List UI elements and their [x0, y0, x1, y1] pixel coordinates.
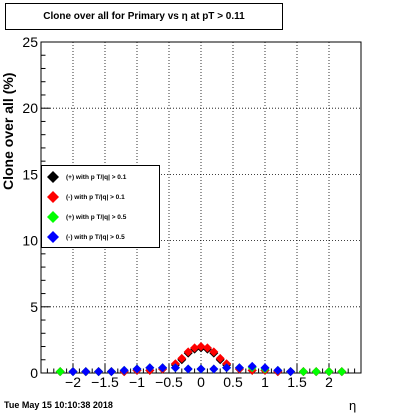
y-axis-label: Clone over all (%) [0, 72, 16, 190]
series-3-point [209, 364, 219, 374]
legend-item-2: (+) with p T/|q| > 0.5 [42, 207, 161, 227]
x-tick-label-5: 0.5 [223, 374, 243, 390]
legend-marker-1 [47, 191, 59, 203]
series-3-point [222, 363, 232, 373]
legend-label-2: (+) with p T/|q| > 0.5 [66, 213, 127, 221]
chart-title: Clone over all for Primary vs η at pT > … [5, 3, 283, 30]
series-3-point [234, 363, 244, 373]
series-3-point [158, 363, 168, 373]
datestamp: Tue May 15 10:10:38 2018 [4, 400, 113, 410]
legend-marker-0 [47, 171, 59, 183]
y-tick-label-3: 15 [22, 166, 38, 182]
series-1-point [209, 347, 219, 357]
series-3-point [119, 365, 129, 375]
series-3-point [247, 361, 257, 371]
legend-label-1: (-) with p T/|q| > 0.1 [66, 193, 125, 201]
x-tick-label-7: 1.5 [287, 374, 307, 390]
series-3-point [68, 367, 78, 377]
series-1-point [183, 347, 193, 357]
series-1-point [196, 342, 206, 352]
y-tick-label-0: 0 [30, 365, 38, 381]
x-tick-label-1: −1.5 [91, 374, 119, 390]
series-2-point [298, 367, 308, 377]
series-3-point [145, 363, 155, 373]
series-1-point [215, 353, 225, 363]
x-tick-label-8: 2 [325, 374, 333, 390]
x-axis-label: η [349, 398, 357, 413]
legend-item-0: (+) with p T/|q| > 0.1 [42, 167, 161, 187]
series-3-point [183, 364, 193, 374]
series-3-point [196, 364, 206, 374]
series-2-point [337, 367, 347, 377]
series-3-point [260, 363, 270, 373]
series-2-point [55, 367, 65, 377]
series-3-point [273, 365, 283, 375]
x-tick-label-0: −2 [65, 374, 81, 390]
y-tick-label-4: 20 [22, 100, 38, 116]
legend-marker-3 [47, 231, 59, 243]
series-1-point [202, 343, 212, 353]
series-3-point [132, 364, 142, 374]
series-3-point [170, 363, 180, 373]
legend-item-1: (-) with p T/|q| > 0.1 [42, 187, 161, 207]
legend-item-3: (-) with p T/|q| > 0.5 [42, 227, 161, 247]
series-1-point [177, 353, 187, 363]
y-tick-label-2: 10 [22, 233, 38, 249]
legend-label-0: (+) with p T/|q| > 0.1 [66, 173, 127, 181]
legend-marker-2 [47, 211, 59, 223]
series-3-point [81, 367, 91, 377]
x-tick-label-3: −0.5 [155, 374, 183, 390]
x-tick-label-6: 1 [261, 374, 269, 390]
x-tick-label-2: −1 [129, 374, 145, 390]
x-tick-label-4: 0 [197, 374, 205, 390]
series-2-point [324, 367, 334, 377]
legend: (+) with p T/|q| > 0.1 (-) with p T/|q| … [41, 165, 160, 248]
series-3-point [106, 367, 116, 377]
series-3-point [286, 367, 296, 377]
series-1-point [190, 343, 200, 353]
legend-label-3: (-) with p T/|q| > 0.5 [66, 233, 125, 241]
y-tick-label-5: 25 [22, 34, 38, 50]
y-tick-label-1: 5 [30, 299, 38, 315]
series-3-point [94, 367, 104, 377]
series-2-point [311, 367, 321, 377]
